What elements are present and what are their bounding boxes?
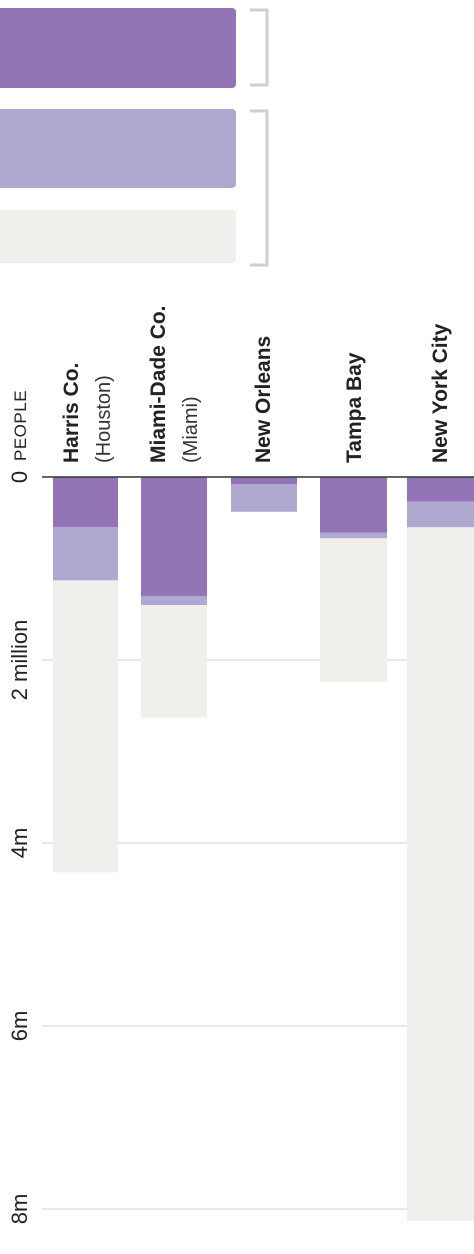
bars xyxy=(53,477,474,1221)
bar-segment-dark xyxy=(407,477,474,502)
bar-segment-medium xyxy=(53,527,118,581)
category-label: New Orleans xyxy=(252,336,275,463)
legend-bracket-top xyxy=(250,8,269,87)
category-label: New York City xyxy=(429,323,452,463)
category-sublabel: (Houston) xyxy=(93,375,115,463)
tick-label: 6m xyxy=(7,1011,32,1042)
bar-segment-light xyxy=(407,527,474,1221)
category-label: Miami-Dade Co. xyxy=(147,305,170,463)
legend-swatch-light xyxy=(0,210,236,263)
bar-segment-light xyxy=(320,538,387,682)
axis-unit-label: PEOPLE xyxy=(11,390,30,461)
tick-labels: 0 2 million 4m 6m 8m PEOPLE xyxy=(7,390,32,1224)
tick-label: 4m xyxy=(7,828,32,859)
category-label: Tampa Bay xyxy=(343,352,366,463)
bar-segment-medium xyxy=(320,532,387,539)
bar-segment-medium xyxy=(231,484,297,512)
bar-segment-dark xyxy=(231,477,297,485)
category-label: Harris Co. xyxy=(60,363,83,463)
bar-segment-dark xyxy=(53,477,118,528)
bar-segment-light xyxy=(141,605,207,718)
bar-segment-dark xyxy=(141,477,207,596)
legend-bracket-bottom xyxy=(250,109,269,267)
legend-swatch-medium xyxy=(0,109,236,188)
legend-swatch-dark xyxy=(0,8,236,88)
bar-segment-light xyxy=(53,580,118,873)
tick-label: 8m xyxy=(7,1194,32,1225)
category-sublabel: (Miami) xyxy=(180,396,202,463)
tick-label: 2 million xyxy=(7,620,32,701)
legend-brackets xyxy=(250,8,269,267)
bar-segment-dark xyxy=(320,477,387,533)
tick-label: 0 xyxy=(7,471,32,483)
bar-segment-medium xyxy=(141,595,207,606)
legend-swatches xyxy=(0,8,236,263)
bar-segment-medium xyxy=(407,501,474,528)
category-labels: Harris Co. (Houston) Miami-Dade Co. (Miami)… xyxy=(60,305,452,463)
